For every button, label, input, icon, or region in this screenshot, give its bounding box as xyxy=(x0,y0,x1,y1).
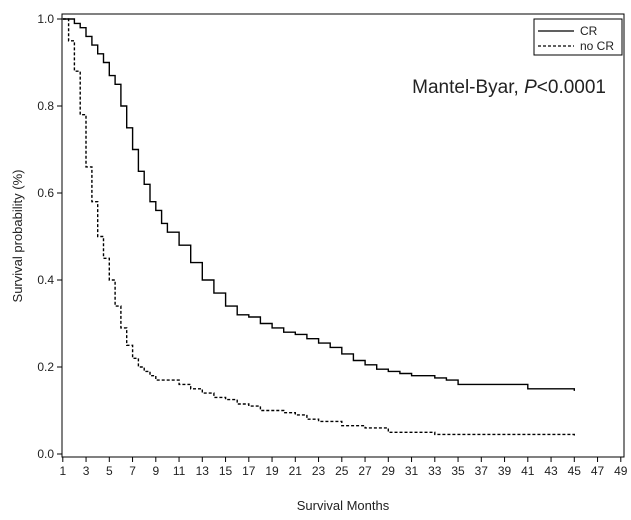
y-tick-label: 0.0 xyxy=(37,447,54,461)
x-tick-label: 1 xyxy=(59,464,66,478)
plot-frame xyxy=(61,13,625,458)
annotation-suffix: <0.0001 xyxy=(537,77,606,98)
y-tick-labels: 0.0 0.2 0.4 0.6 0.8 1.0 xyxy=(37,12,54,461)
x-tick-label: 19 xyxy=(265,464,279,478)
legend-box xyxy=(533,18,623,56)
x-tick-label: 43 xyxy=(544,464,558,478)
x-tick-label: 9 xyxy=(152,464,159,478)
x-tick-label: 35 xyxy=(451,464,465,478)
series-line-cr xyxy=(62,18,575,391)
y-tick-label: 0.8 xyxy=(37,99,54,113)
x-tick-label: 37 xyxy=(475,464,489,478)
tick-marks xyxy=(57,18,622,462)
annotation-p: P xyxy=(524,77,537,98)
y-tick-label: 0.6 xyxy=(37,186,54,200)
legend-label-cr: CR xyxy=(580,24,598,38)
x-tick-label: 47 xyxy=(591,464,605,478)
x-tick-label: 15 xyxy=(219,464,233,478)
legend: CR no CR xyxy=(533,18,623,56)
x-tick-label: 13 xyxy=(196,464,210,478)
x-tick-label: 27 xyxy=(358,464,372,478)
series-layer xyxy=(62,18,575,437)
y-tick-label: 1.0 xyxy=(37,12,54,26)
x-tick-labels: 1 3 5 7 9 11 13 15 17 19 21 23 25 27 29 31 33 35 37 39 41 43 4… xyxy=(59,464,627,478)
x-tick-label: 33 xyxy=(428,464,442,478)
x-axis-title: Survival Months xyxy=(297,498,390,513)
legend-label-no-cr: no CR xyxy=(580,39,614,53)
mantel-byar-annotation: Mantel-Byar, P<0.0001 xyxy=(412,77,606,98)
x-tick-label: 29 xyxy=(382,464,396,478)
x-tick-label: 49 xyxy=(614,464,628,478)
series-line-no-cr xyxy=(62,18,575,437)
x-tick-label: 17 xyxy=(242,464,256,478)
x-tick-label: 39 xyxy=(498,464,512,478)
annotation-prefix: Mantel-Byar, xyxy=(412,77,524,98)
x-tick-label: 21 xyxy=(289,464,303,478)
y-axis-title: Survival probability (%) xyxy=(10,170,25,303)
x-tick-label: 7 xyxy=(129,464,136,478)
x-tick-label: 11 xyxy=(173,464,186,478)
x-tick-label: 23 xyxy=(312,464,326,478)
x-tick-label: 5 xyxy=(106,464,113,478)
y-tick-label: 0.2 xyxy=(37,360,54,374)
x-tick-label: 45 xyxy=(568,464,582,478)
x-tick-label: 25 xyxy=(335,464,349,478)
y-tick-label: 0.4 xyxy=(37,273,54,287)
x-tick-label: 31 xyxy=(405,464,419,478)
x-tick-label: 41 xyxy=(521,464,535,478)
x-tick-label: 3 xyxy=(83,464,90,478)
